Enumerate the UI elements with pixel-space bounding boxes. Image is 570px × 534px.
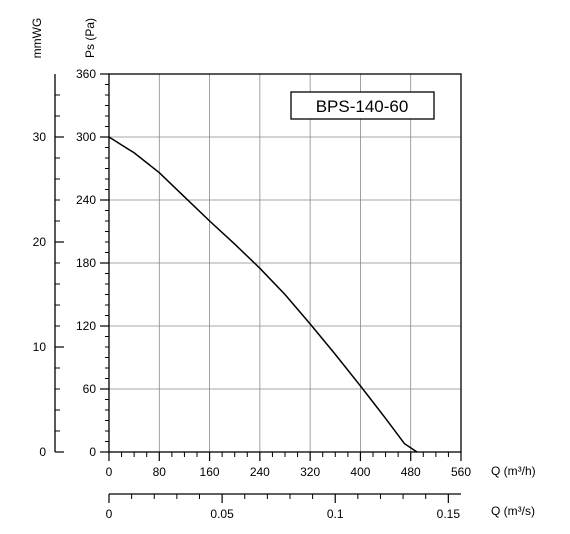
y-tick-label: 180 (76, 256, 96, 270)
mmwg-tick-label: 20 (33, 235, 47, 249)
y-tick-label: 360 (76, 67, 96, 81)
mmwg-axis: 0 10 20 30 (33, 74, 64, 459)
y-tick-label: 240 (76, 193, 96, 207)
y-tick-label: 0 (89, 445, 96, 459)
x-tick-label: 0 (106, 465, 113, 479)
m3s-tick-label: 0.1 (327, 507, 344, 521)
m3s-tick-label: 0 (106, 507, 113, 521)
m3s-tick-label: 0.05 (210, 507, 234, 521)
x-tick-label: 160 (200, 465, 220, 479)
title-box (290, 91, 435, 120)
m3s-tick-label: 0.15 (437, 507, 461, 521)
grid (109, 74, 461, 452)
x-axis-label-m3h: Q (m³/h) (491, 464, 536, 478)
x-tick-label: 480 (401, 465, 421, 479)
x-tick-label: 560 (451, 465, 471, 479)
pa-axis-ticks: 0 60 120 180 240 300 360 (76, 67, 109, 459)
flow-m3s-axis: 0 0.05 0.1 0.15 (106, 493, 461, 521)
y-tick-label: 300 (76, 130, 96, 144)
y-axis-label-mmwg: mmWG (30, 18, 44, 59)
series-line (108, 136, 418, 453)
y-axis-label-pa: Ps (Pa) (83, 18, 97, 58)
x-axis-label-m3s: Q (m³/s) (491, 504, 535, 518)
mmwg-tick-label: 0 (39, 445, 46, 459)
x-tick-label: 240 (250, 465, 270, 479)
mmwg-tick-label: 30 (33, 130, 47, 144)
chart-title: BPS-140-60 (316, 97, 409, 116)
y-tick-label: 60 (83, 382, 97, 396)
flow-m3h-axis-ticks: 0 80 160 240 320 400 480 560 (106, 452, 471, 479)
y-tick-label: 120 (76, 319, 96, 333)
mmwg-tick-label: 10 (33, 340, 47, 354)
x-tick-label: 320 (300, 465, 320, 479)
x-tick-label: 400 (350, 465, 370, 479)
x-tick-label: 80 (153, 465, 167, 479)
